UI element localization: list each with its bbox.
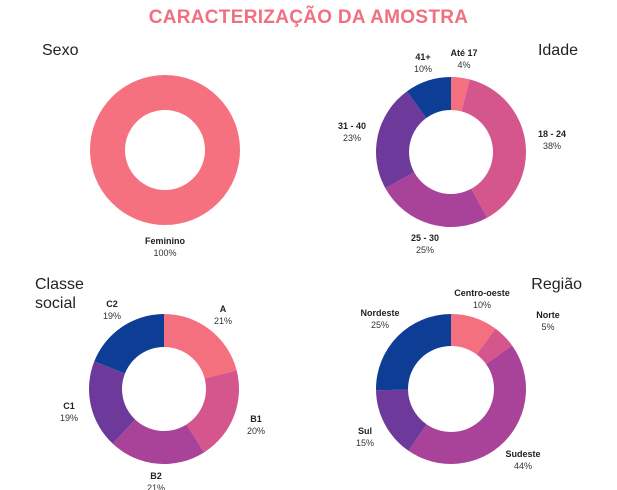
slice-label-18-24: 18 - 24 38% — [538, 129, 566, 151]
slice-label-name: Norte — [536, 310, 560, 320]
slice-label-feminino: Feminino 100% — [145, 236, 186, 258]
slice-label-nordeste: Nordeste 25% — [360, 308, 399, 330]
slice-label-percent: 19% — [103, 311, 121, 321]
slice-label-41: 41+10% — [414, 52, 432, 74]
slice-25-30 — [385, 172, 488, 227]
slice-sudeste — [408, 345, 526, 465]
slice-norte — [476, 328, 513, 365]
slice-label-name: 31 - 40 — [338, 121, 366, 131]
slice-b2 — [112, 419, 205, 464]
chart-title: Região — [531, 276, 582, 293]
slice-18-24 — [461, 79, 526, 218]
slice-centro-oeste — [451, 314, 496, 355]
slice-label-name: Feminino — [145, 236, 186, 246]
donut-chart-regiao: RegiãoCentro-oeste10%Norte5%Sudeste44%Su… — [356, 276, 582, 471]
slice-label-name: Sul — [358, 426, 372, 436]
slice-label-sul: Sul 15% — [356, 426, 374, 448]
slice-label-norte: Norte 5% — [536, 310, 560, 332]
slice-label-percent: 20% — [247, 426, 265, 436]
slice-a — [164, 314, 237, 379]
slice-label-percent: 21% — [214, 316, 232, 326]
page-title: CARACTERIZAÇÃO DA AMOSTRA — [148, 7, 469, 28]
slice-label-percent: 10% — [414, 64, 432, 74]
slice-label-percent: 19% — [60, 413, 78, 423]
slice-c1 — [89, 361, 136, 444]
chart-title: Idade — [538, 42, 578, 59]
slice-label-percent: 5% — [541, 322, 554, 332]
slice-label-name: Até 17 — [450, 48, 477, 58]
slice-b1 — [186, 370, 239, 453]
donut-chart-idade: Idade Até 17 4% 18 - 24 38% 25 - 30 25% 31 - 40… — [338, 42, 578, 255]
slice-label-percent: 21% — [147, 483, 165, 490]
slice-label-percent: 100% — [153, 248, 176, 258]
slice-label-31-40: 31 - 40 23% — [338, 121, 366, 143]
slice-label-name: Sudeste — [505, 449, 540, 459]
slice-label-25-30: 25 - 30 25% — [411, 233, 439, 255]
slice-label-sudeste: Sudeste 44% — [505, 449, 540, 471]
slice-label-percent: 44% — [514, 461, 532, 471]
slice-feminino — [90, 75, 240, 225]
slice-label-percent: 15% — [356, 438, 374, 448]
chart-title: Classe social — [35, 276, 84, 312]
slice-nordeste — [376, 314, 451, 391]
slice-label-percent: 38% — [543, 141, 561, 151]
slice-label-percent: 25% — [371, 320, 389, 330]
slice-label-name: C2 — [106, 299, 118, 309]
slice-label-percent: 23% — [343, 133, 361, 143]
slice-label-name: B1 — [250, 414, 262, 424]
slice-label-name: C1 — [63, 401, 75, 411]
slice-label-ate-17: Até 17 4% — [450, 48, 477, 70]
slice-label-percent: 25% — [416, 245, 434, 255]
slice-c2 — [94, 314, 164, 374]
slice-label-percent: 4% — [457, 60, 470, 70]
slice-label-centro-oeste: Centro-oeste 10% — [454, 288, 510, 310]
slice-label-a: A 21% — [214, 304, 232, 326]
slice-label-name: 18 - 24 — [538, 129, 566, 139]
slice-label-name: Nordeste — [360, 308, 399, 318]
slice-label-name: 41+ — [415, 52, 430, 62]
slice-label-name: A — [220, 304, 227, 314]
slice-ate-17 — [451, 77, 470, 112]
slice-label-percent: 10% — [473, 300, 491, 310]
slice-sul — [376, 389, 427, 451]
slice-41 — [406, 77, 451, 119]
slice-label-name: Centro-oeste — [454, 288, 510, 298]
slice-label-name: 25 - 30 — [411, 233, 439, 243]
chart-title: Sexo — [42, 42, 79, 59]
slice-label-name: B2 — [150, 471, 162, 481]
donut-chart-sexo: Sexo Feminino 100% — [42, 42, 240, 258]
slice-31-40 — [376, 91, 427, 189]
